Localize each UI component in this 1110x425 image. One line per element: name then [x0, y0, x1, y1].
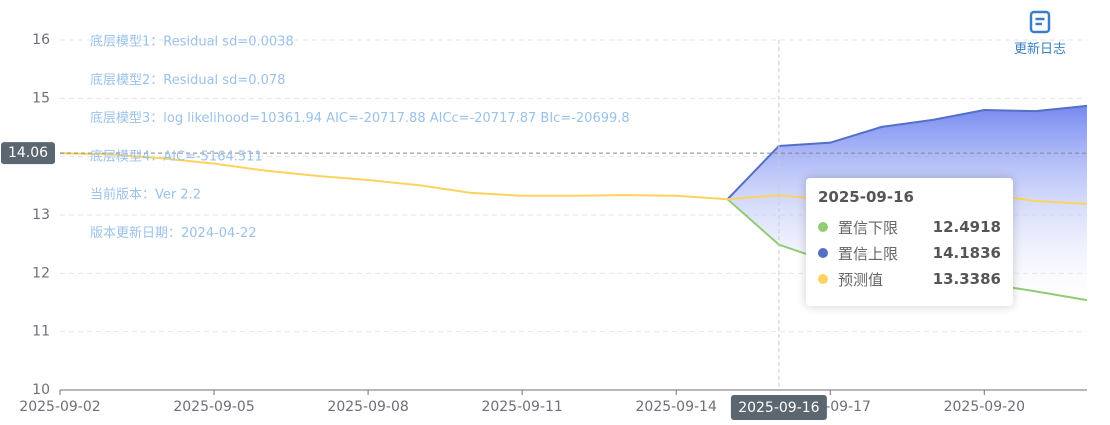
x-tick-label: 2025-09-14 — [636, 399, 717, 415]
annotation: 当前版本：Ver 2.2 — [90, 187, 201, 203]
axis-pointer-label: 2025-09-16 — [738, 400, 819, 416]
tooltip-value: 14.1836 — [932, 244, 1001, 262]
x-tick-label: 2025-09-11 — [481, 399, 562, 415]
y-tick-label: 10 — [32, 382, 50, 398]
tooltip-series-name: 置信上限 — [838, 244, 899, 263]
series-line — [726, 104, 1088, 200]
x-tick-label: 2025-09-02 — [19, 399, 100, 415]
y-tick-label: 12 — [32, 265, 50, 281]
y-tick-label: 15 — [32, 90, 50, 106]
reference-label: 14.06 — [8, 145, 48, 161]
y-tick-label: 16 — [32, 32, 50, 48]
changelog-label: 更新日志 — [1013, 42, 1066, 57]
tooltip-title: 2025-09-16 — [818, 188, 914, 206]
annotation: 底层模型3：log likelihood=10361.94 AIC=-20717… — [90, 110, 630, 126]
tooltip-dot — [818, 222, 828, 232]
tooltip-series-name: 置信下限 — [838, 218, 899, 237]
annotation: 底层模型2：Residual sd=0.078 — [90, 72, 285, 88]
tooltip-dot — [818, 248, 828, 258]
tooltip-row: 预测值 13.3386 — [818, 266, 1001, 292]
tooltip: 2025-09-16 置信下限 12.4918 置信上限 14.1836 预测值 13.3… — [806, 178, 1013, 306]
tooltip-value: 12.4918 — [932, 218, 1001, 236]
changelog-button[interactable]: 更新日志 — [1008, 10, 1072, 57]
tooltip-value: 13.3386 — [932, 270, 1001, 288]
x-tick-label: 2025-09-08 — [327, 399, 408, 415]
tooltip-row: 置信下限 12.4918 — [818, 214, 1001, 240]
x-tick-label: 2025-09-20 — [944, 399, 1025, 415]
annotation: 底层模型1：Residual sd=0.0038 — [90, 34, 294, 50]
x-tick-label: 2025-09-05 — [173, 399, 254, 415]
y-tick-label: 13 — [32, 207, 50, 223]
changelog-icon — [1029, 10, 1051, 34]
axis-pointer-label-box — [730, 395, 827, 420]
tooltip-series-name: 预测值 — [838, 270, 884, 289]
tooltip-dot — [818, 274, 828, 284]
annotation: 底层模型4：AIC=-5164.511 — [90, 148, 263, 164]
tooltip-row: 置信上限 14.1836 — [818, 240, 1001, 266]
annotation: 版本更新日期：2024-04-22 — [90, 225, 257, 241]
reference-label-box — [1, 142, 55, 165]
y-tick-label: 11 — [32, 324, 50, 340]
